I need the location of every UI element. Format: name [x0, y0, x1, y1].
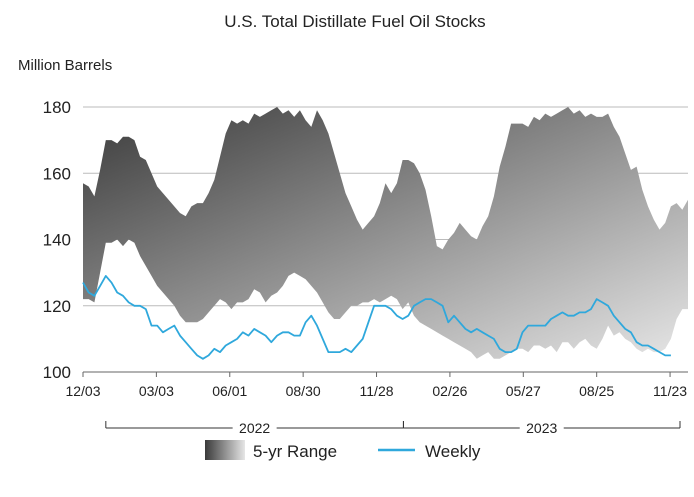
x-tick-label-11/28: 11/28: [360, 383, 394, 399]
x-tick-label-08/30: 08/30: [286, 383, 321, 399]
five-year-range-band: [83, 107, 688, 359]
x-tick-label-12/03: 12/03: [65, 383, 100, 399]
year-label-2023: 2023: [526, 420, 557, 436]
y-axis-label: Million Barrels: [18, 57, 112, 74]
chart-title: U.S. Total Distillate Fuel Oil Stocks: [224, 12, 485, 31]
year-label-2022: 2022: [239, 420, 270, 436]
y-tick-label-100: 100: [43, 363, 71, 382]
year-brackets: 2022 2023: [105, 420, 681, 436]
legend-swatch-range: [205, 440, 245, 460]
x-tick-label-08/25: 08/25: [579, 383, 614, 399]
weekly-series-line: [82, 275, 671, 360]
x-tick-label-05/27: 05/27: [506, 383, 541, 399]
legend: 5-yr Range Weekly: [205, 440, 481, 461]
x-tick-label-11/23: 11/23: [653, 383, 687, 399]
legend-label-range: 5-yr Range: [253, 442, 337, 461]
y-tick-label-140: 140: [43, 231, 71, 250]
y-tick-label-160: 160: [43, 164, 71, 183]
x-tick-label-03/03: 03/03: [139, 383, 174, 399]
x-tick-label-02/26: 02/26: [432, 383, 467, 399]
y-tick-label-120: 120: [43, 297, 71, 316]
y-axis-ticks: 100 120 140 160 180: [43, 98, 71, 382]
y-tick-label-180: 180: [43, 98, 71, 117]
legend-label-weekly: Weekly: [425, 442, 481, 461]
x-tick-label-06/01: 06/01: [212, 383, 247, 399]
x-axis-ticks: 12/03 03/03 06/01 08/30 11/28 02/26 05/27 08/25…: [65, 372, 687, 399]
